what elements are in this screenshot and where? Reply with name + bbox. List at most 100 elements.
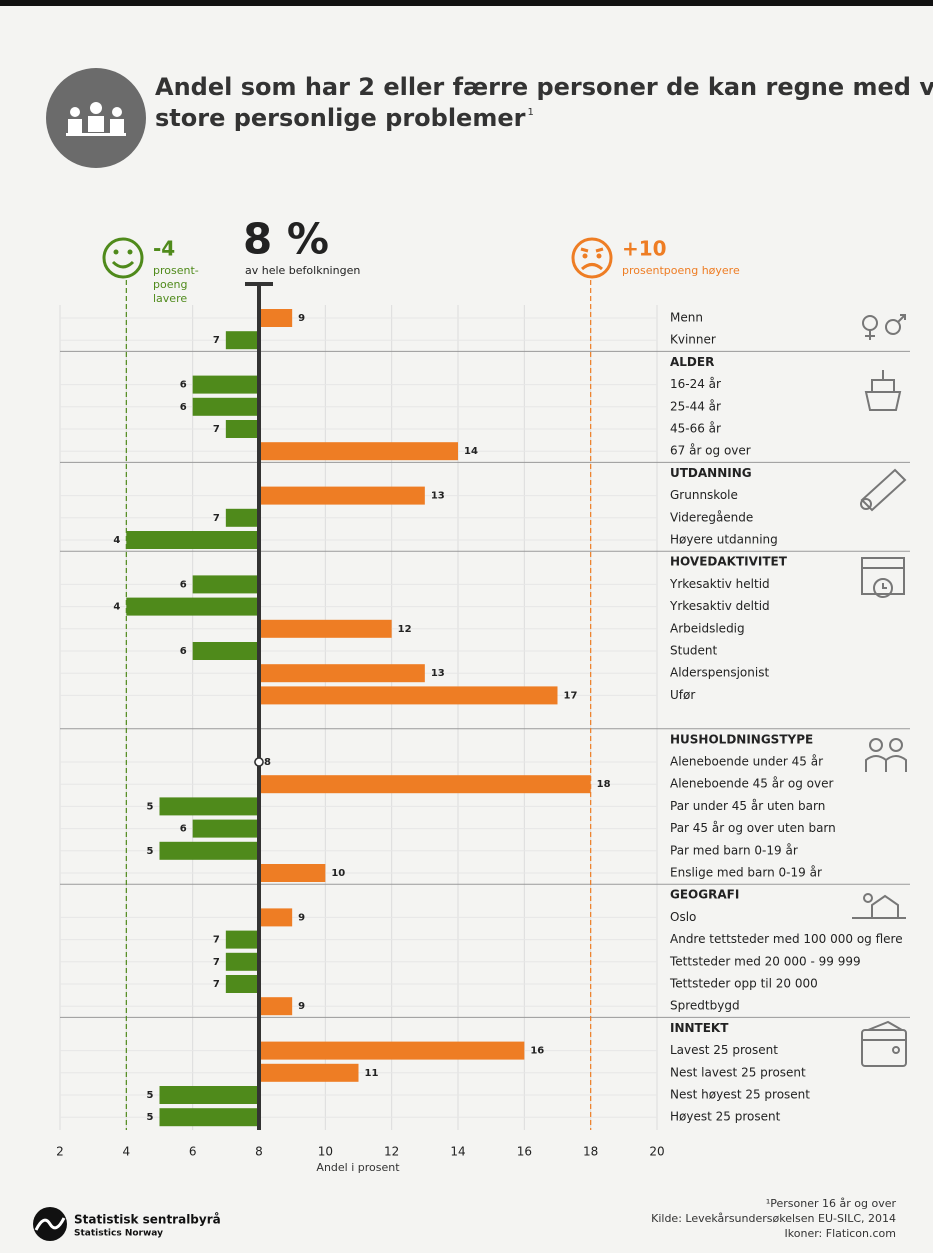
category-label: Par under 45 år uten barn bbox=[670, 799, 825, 813]
category-label: Student bbox=[670, 644, 718, 658]
smiley-icon bbox=[102, 237, 144, 279]
sad-icon bbox=[571, 237, 613, 279]
category-label: Menn bbox=[670, 311, 703, 325]
value-label: 5 bbox=[147, 1090, 154, 1101]
title-note: 1 bbox=[527, 107, 533, 118]
bar bbox=[159, 841, 259, 860]
bar bbox=[259, 664, 425, 683]
chart-title: store personlige problemer bbox=[155, 104, 526, 132]
category-label: 45-66 år bbox=[670, 422, 721, 436]
category-label: Andre tettsteder med 100 000 og flere bbox=[670, 932, 903, 946]
value-label: 7 bbox=[213, 335, 220, 346]
baseline-text: av hele befolkningen bbox=[245, 264, 360, 277]
smiley-eye bbox=[113, 249, 119, 255]
category-label: Lavest 25 prosent bbox=[670, 1043, 778, 1057]
bar bbox=[225, 952, 259, 971]
x-tick-label: 2 bbox=[56, 1145, 64, 1159]
value-label: 4 bbox=[113, 535, 120, 546]
value-label: 5 bbox=[147, 801, 154, 812]
bar bbox=[259, 486, 425, 505]
bar bbox=[259, 686, 558, 705]
value-label: 8 bbox=[264, 757, 271, 768]
category-label: 67 år og over bbox=[670, 444, 751, 458]
category-label: Videregående bbox=[670, 510, 753, 524]
bar bbox=[259, 442, 458, 461]
group-header: INNTEKT bbox=[670, 1021, 729, 1035]
bar bbox=[159, 1086, 259, 1104]
bar bbox=[126, 531, 259, 549]
bar bbox=[192, 375, 259, 394]
value-label: 5 bbox=[147, 846, 154, 857]
category-label: Spredtbygd bbox=[670, 999, 740, 1013]
bar bbox=[159, 1108, 259, 1127]
category-label: Yrkesaktiv heltid bbox=[669, 577, 770, 591]
bar bbox=[192, 819, 259, 838]
bar bbox=[192, 397, 259, 416]
bar bbox=[225, 975, 259, 993]
sad-eye bbox=[596, 253, 602, 259]
chart-title: Andel som har 2 eller færre personer de … bbox=[155, 73, 933, 101]
smiley-eye bbox=[127, 249, 133, 255]
value-label: 9 bbox=[298, 313, 305, 324]
bar bbox=[259, 309, 293, 327]
low-text: poeng bbox=[153, 278, 187, 291]
people-icon bbox=[66, 102, 126, 136]
bar bbox=[126, 597, 259, 616]
x-tick-label: 8 bbox=[255, 1145, 263, 1159]
value-label: 6 bbox=[180, 824, 187, 835]
x-tick-label: 6 bbox=[189, 1145, 197, 1159]
baseline-label: 8 % bbox=[243, 215, 329, 264]
bar bbox=[259, 1063, 359, 1082]
bar bbox=[259, 908, 293, 927]
bar bbox=[259, 619, 392, 638]
value-label: 13 bbox=[431, 668, 445, 679]
x-tick-label: 20 bbox=[649, 1145, 664, 1159]
value-label: 10 bbox=[331, 868, 345, 879]
value-label: 7 bbox=[213, 935, 220, 946]
value-label: 9 bbox=[298, 912, 305, 923]
value-label: 16 bbox=[530, 1046, 544, 1057]
group-header: ALDER bbox=[670, 355, 714, 369]
category-label: Høyere utdanning bbox=[670, 533, 778, 547]
x-tick-label: 10 bbox=[318, 1145, 333, 1159]
category-label: Kvinner bbox=[670, 333, 716, 347]
top-border bbox=[0, 0, 933, 6]
category-label: Grunnskole bbox=[670, 488, 738, 502]
category-label: Alderspensjonist bbox=[670, 666, 769, 680]
group-header: GEOGRAFI bbox=[670, 888, 739, 902]
bar bbox=[259, 997, 293, 1016]
value-label: 17 bbox=[564, 690, 578, 701]
category-label: Tettsteder opp til 20 000 bbox=[669, 977, 818, 991]
bar bbox=[192, 575, 259, 594]
category-label: Par med barn 0-19 år bbox=[670, 843, 798, 857]
x-tick-label: 16 bbox=[517, 1145, 532, 1159]
source: Kilde: Levekårsundersøkelsen EU-SILC, 20… bbox=[651, 1212, 896, 1225]
category-label: Aleneboende 45 år og over bbox=[670, 777, 833, 791]
category-label: Ufør bbox=[670, 688, 695, 702]
bar-point bbox=[254, 757, 264, 767]
logo-wave bbox=[34, 1217, 66, 1231]
group-icons bbox=[852, 314, 907, 1067]
high-label: +10 bbox=[622, 237, 667, 261]
logo-text: Statistisk sentralbyrå bbox=[74, 1213, 221, 1227]
bar bbox=[225, 331, 259, 350]
x-tick-label: 14 bbox=[450, 1145, 465, 1159]
bar bbox=[225, 420, 259, 438]
value-label: 14 bbox=[464, 446, 478, 457]
bar bbox=[259, 1041, 525, 1060]
value-label: 7 bbox=[213, 979, 220, 990]
category-label: 16-24 år bbox=[670, 377, 721, 391]
value-label: 11 bbox=[365, 1068, 379, 1079]
value-label: 4 bbox=[113, 602, 120, 613]
x-tick-label: 12 bbox=[384, 1145, 399, 1159]
bar bbox=[225, 508, 259, 527]
value-label: 9 bbox=[298, 1001, 305, 1012]
category-label: Enslige med barn 0-19 år bbox=[670, 866, 822, 880]
category-label: Par 45 år og over uten barn bbox=[670, 821, 836, 835]
value-label: 6 bbox=[180, 646, 187, 657]
category-label: Yrkesaktiv deltid bbox=[669, 599, 770, 613]
value-label: 6 bbox=[180, 579, 187, 590]
sad-eye bbox=[582, 253, 588, 259]
icons-credit: Ikoner: Flaticon.com bbox=[785, 1227, 896, 1240]
